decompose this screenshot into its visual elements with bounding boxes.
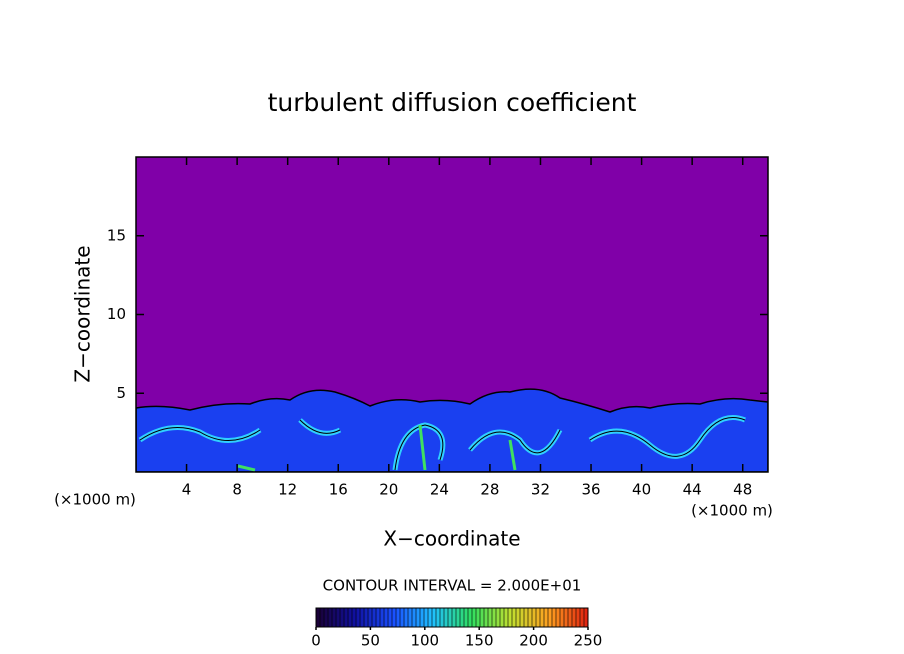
x-tick-label: 12 — [278, 481, 297, 499]
field — [136, 388, 768, 472]
x-unit-label: (×1000 m) — [54, 491, 136, 509]
x-tick-label: 24 — [430, 481, 449, 499]
x-tick-label: 32 — [531, 481, 550, 499]
x-tick-label: 16 — [329, 481, 348, 499]
y-tick-label: 15 — [107, 226, 126, 244]
y-tick-label: 10 — [107, 305, 126, 323]
colorbar-tick-label: 200 — [519, 632, 548, 650]
colorbar-tick-label: 100 — [410, 632, 439, 650]
eddy-core — [237, 424, 517, 472]
x-unit-label: (×1000 m) — [691, 502, 773, 520]
x-tick-label: 48 — [733, 481, 752, 499]
contour-line — [139, 417, 746, 471]
x-tick-label: 4 — [182, 481, 192, 499]
colorbar-tick-label: 0 — [311, 632, 321, 650]
x-axis-title: X−coordinate — [383, 527, 520, 551]
chart-title: turbulent diffusion coefficient — [268, 88, 637, 117]
x-tick-label: 44 — [683, 481, 702, 499]
colorbar-tick-label: 50 — [361, 632, 380, 650]
colorbar-frame — [315, 607, 589, 628]
turbulent-layer — [136, 388, 768, 472]
x-tick-label: 28 — [480, 481, 499, 499]
y-tick-label: 5 — [116, 384, 126, 402]
x-tick-label: 36 — [581, 481, 600, 499]
x-tick-label: 20 — [379, 481, 398, 499]
contour-interval: CONTOUR INTERVAL = 2.000E+01 — [323, 577, 582, 595]
x-tick-label: 8 — [232, 481, 242, 499]
x-tick-label: 40 — [632, 481, 651, 499]
y-axis-title: Z−coordinate — [71, 245, 95, 382]
colorbar-tick-label: 150 — [465, 632, 494, 650]
colorbar-tick-label: 250 — [574, 632, 603, 650]
